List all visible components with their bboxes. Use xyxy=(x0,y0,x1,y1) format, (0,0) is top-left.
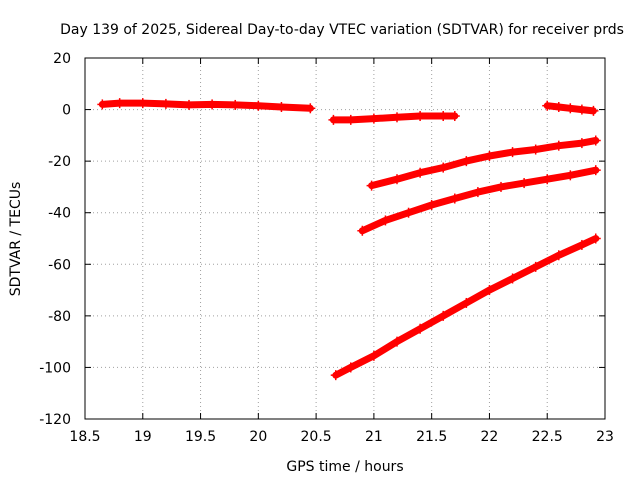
chart-title: Day 139 of 2025, Sidereal Day-to-day VTE… xyxy=(60,22,624,38)
axis-ticks: 18.5 19 19.5 20 20.5 21 21.5 22 22.5 23 -120 -100 -8… xyxy=(39,51,614,445)
data-point xyxy=(97,99,108,110)
data-point xyxy=(484,285,495,296)
data-point xyxy=(305,103,316,114)
data-point xyxy=(576,138,587,149)
data-point xyxy=(114,98,125,109)
data-point xyxy=(392,112,402,123)
data-point xyxy=(207,99,218,110)
data-point xyxy=(345,362,356,373)
y-axis-label: SDTVAR / TECUs xyxy=(8,182,24,297)
series-line xyxy=(98,99,314,112)
data-point xyxy=(461,156,472,167)
data-point xyxy=(276,101,287,112)
data-point xyxy=(449,193,460,204)
data-point xyxy=(230,99,241,110)
data-point xyxy=(137,98,148,109)
data-point xyxy=(542,100,553,111)
data-point xyxy=(542,174,553,185)
series-arc-3 xyxy=(542,100,599,116)
data-point xyxy=(415,323,426,334)
x-tick-label: 22 xyxy=(481,429,499,445)
data-point xyxy=(507,147,518,158)
y-tick-label: -20 xyxy=(48,154,71,170)
y-tick-label: 0 xyxy=(62,103,71,119)
data-point xyxy=(426,199,437,210)
data-point xyxy=(438,111,449,122)
x-tick-label: 20.5 xyxy=(301,429,332,445)
data-point xyxy=(553,101,564,112)
y-tick-label: -40 xyxy=(48,206,71,222)
data-point xyxy=(366,180,377,191)
data-point xyxy=(519,178,530,189)
data-point xyxy=(392,336,402,347)
data-point xyxy=(330,370,341,381)
series-arc-2 xyxy=(328,111,460,125)
data-point xyxy=(576,104,587,115)
data-point xyxy=(496,181,506,192)
data-point xyxy=(565,103,576,114)
x-tick-label: 23 xyxy=(596,429,614,445)
x-tick-label: 19 xyxy=(134,429,152,445)
data-point xyxy=(380,215,391,226)
data-point xyxy=(328,114,339,125)
data-point xyxy=(184,99,194,110)
data-point xyxy=(565,170,576,181)
series-arc-4 xyxy=(366,135,601,191)
data-point xyxy=(588,105,599,116)
x-tick-label: 20 xyxy=(249,429,267,445)
data-point xyxy=(368,113,379,124)
data-point xyxy=(253,100,264,111)
data-point xyxy=(484,150,495,161)
x-axis-label: GPS time / hours xyxy=(286,459,403,475)
x-tick-label: 22.5 xyxy=(532,429,563,445)
data-point xyxy=(438,162,449,173)
plot-frame xyxy=(84,57,606,420)
y-tick-label: 20 xyxy=(53,51,71,67)
x-tick-label: 19.5 xyxy=(185,429,216,445)
series-arc-5 xyxy=(357,165,601,236)
x-tick-label: 18.5 xyxy=(69,429,100,445)
data-point xyxy=(345,114,356,125)
data-point xyxy=(449,111,460,122)
data-point xyxy=(590,233,601,244)
y-tick-label: -120 xyxy=(39,412,71,428)
data-point xyxy=(368,350,379,361)
data-point xyxy=(415,167,426,178)
y-tick-label: -60 xyxy=(48,257,71,273)
data-point xyxy=(530,261,541,272)
series-arc-6 xyxy=(330,233,601,381)
y-tick-label: -100 xyxy=(39,360,71,376)
data-series xyxy=(97,98,601,381)
data-point xyxy=(553,140,564,151)
series-arc-1 xyxy=(97,98,316,114)
x-tick-label: 21.5 xyxy=(416,429,447,445)
data-point xyxy=(392,174,402,185)
data-point xyxy=(590,165,601,176)
x-tick-label: 21 xyxy=(365,429,383,445)
data-point xyxy=(403,207,414,218)
data-point xyxy=(507,273,518,284)
data-point xyxy=(530,144,541,155)
data-point xyxy=(461,297,472,308)
data-point xyxy=(160,98,171,109)
data-point xyxy=(438,310,449,321)
data-point xyxy=(576,239,587,250)
data-point xyxy=(472,187,483,198)
data-point xyxy=(357,225,368,236)
y-tick-label: -80 xyxy=(48,309,71,325)
data-point xyxy=(553,250,564,261)
data-point xyxy=(590,135,601,146)
data-point xyxy=(415,111,426,122)
